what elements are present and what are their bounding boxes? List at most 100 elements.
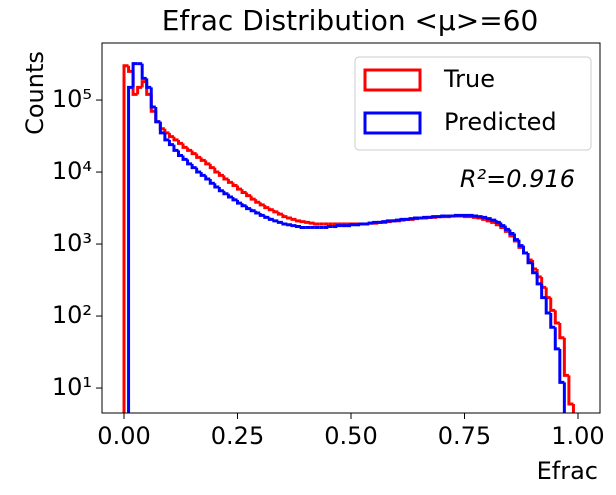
histogram-step (272, 219, 279, 223)
histogram-step (372, 220, 379, 224)
histogram-step (258, 212, 265, 217)
histogram-step (326, 225, 333, 229)
histogram-step (472, 214, 479, 218)
histogram-step (222, 190, 229, 196)
x-tick-label: 0.50 (324, 422, 377, 450)
histogram-step (540, 283, 547, 300)
histogram-step (553, 327, 560, 351)
histogram-step (231, 182, 238, 188)
histogram-step (517, 239, 524, 248)
histogram-step (399, 217, 406, 221)
histogram-step (285, 216, 292, 220)
plot-area (122, 62, 575, 413)
histogram-step (308, 221, 315, 225)
histogram-step (313, 222, 320, 226)
histogram-step (240, 203, 247, 208)
histogram-step (226, 193, 233, 199)
histogram-step (431, 215, 438, 219)
histogram-step (567, 375, 574, 406)
histogram-step (285, 223, 292, 227)
x-tick-label: 1.00 (551, 422, 604, 450)
histogram-step (512, 233, 519, 242)
histogram-step (245, 192, 252, 198)
histogram-step (195, 167, 202, 174)
legend-label: Predicted (444, 108, 557, 136)
histogram-step (263, 204, 270, 210)
histogram-step (290, 224, 297, 228)
histogram-step (172, 144, 179, 152)
legend-swatch (363, 68, 422, 92)
histogram-step (199, 157, 206, 162)
histogram-step (172, 136, 179, 142)
histogram-step (236, 199, 243, 205)
histogram-step (236, 185, 243, 191)
histogram-step (222, 175, 229, 181)
histogram-step (281, 222, 288, 226)
histogram-step (122, 64, 129, 413)
y-tick-label: 10⁵ (52, 85, 92, 113)
histogram-step (335, 224, 342, 228)
histogram-step (217, 172, 224, 177)
histogram-step (276, 211, 283, 216)
histogram-step (167, 132, 174, 139)
y-tick-label: 10⁴ (52, 157, 92, 185)
histogram-step (136, 85, 143, 95)
histogram-step (204, 175, 211, 181)
histogram-step (226, 179, 233, 184)
histogram-step (558, 348, 565, 384)
histogram-step (258, 202, 265, 207)
legend-swatch (363, 111, 422, 135)
histogram-step (295, 225, 302, 229)
histogram-step (413, 216, 420, 220)
histogram-step (522, 245, 529, 255)
histogram-step (295, 219, 302, 223)
histogram-step (176, 139, 184, 145)
x-tick-label: 0.00 (97, 422, 150, 450)
histogram-step (304, 220, 311, 224)
histogram-step (245, 205, 252, 211)
histogram-step (494, 220, 501, 224)
histogram-step (249, 208, 256, 213)
histogram-step (249, 195, 256, 201)
histogram-step (394, 218, 401, 222)
histogram-step (204, 160, 211, 166)
x-tick-label: 0.25 (211, 422, 264, 450)
histogram-step (158, 121, 165, 135)
histogram-step (385, 219, 392, 223)
histogram-step (562, 337, 569, 377)
histogram-step (290, 217, 297, 221)
histogram-step (176, 150, 184, 157)
histogram-step (186, 159, 193, 166)
histogram-step (208, 179, 215, 185)
y-tick-label: 10³ (52, 229, 92, 257)
histogram-step (213, 183, 220, 189)
histogram-step (490, 218, 497, 222)
legend-label: True (443, 65, 495, 93)
histogram-step (485, 217, 492, 221)
histogram-step (140, 80, 147, 88)
histogram-step (544, 297, 551, 315)
histogram-step (213, 167, 220, 174)
histogram-step (408, 217, 415, 221)
histogram-step (154, 107, 161, 124)
histogram-step (272, 209, 279, 214)
histogram-step (181, 155, 188, 161)
histogram-step (181, 143, 188, 149)
histogram-step (281, 214, 288, 219)
histogram-step (190, 163, 197, 170)
histogram-step (544, 287, 551, 300)
histogram-step (263, 215, 270, 219)
histogram-step (145, 78, 152, 89)
y-tick-label: 10² (52, 301, 92, 329)
histogram-step (231, 197, 238, 202)
histogram-step (267, 217, 274, 221)
histogram-step (558, 323, 565, 340)
histogram-step (299, 225, 306, 229)
histogram-step (254, 210, 261, 215)
histogram-step (549, 297, 556, 312)
histogram-step (163, 128, 170, 135)
histogram-step (549, 313, 556, 329)
histogram-step (208, 163, 215, 170)
histogram-step (553, 310, 560, 325)
